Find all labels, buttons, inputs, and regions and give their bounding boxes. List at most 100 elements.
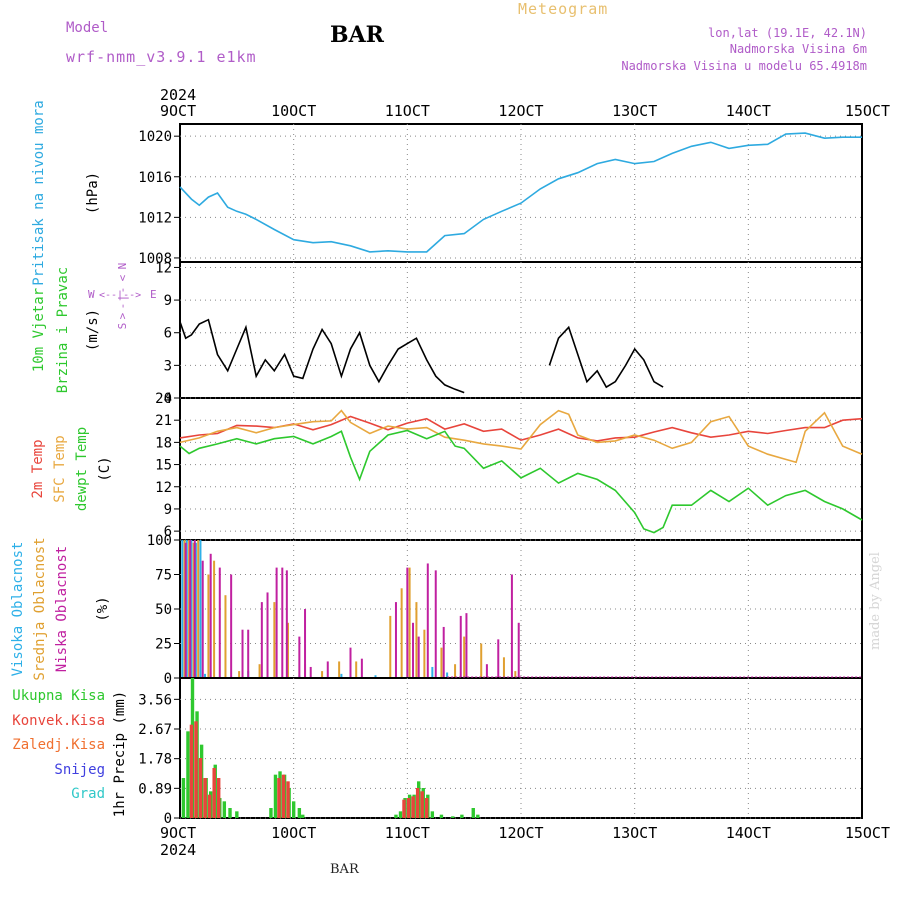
bar-cloud (408, 567, 411, 678)
bar-precipitation (297, 808, 302, 818)
time-label-top: 11OCT (385, 102, 430, 120)
bar-precipitation (198, 758, 203, 818)
bar-precipitation (273, 774, 278, 818)
compass-north: N (116, 263, 129, 270)
bar-cloud (201, 560, 204, 678)
y-tick-label: 24 (155, 391, 172, 407)
side-label-cloud: Visoka Oblacnost (10, 542, 26, 677)
bar-precipitation (471, 808, 475, 818)
location-coordinates: lon,lat (19.1E, 42.1N) (708, 26, 867, 40)
side-label-temperature: dewpt Temp (74, 427, 90, 511)
side-label-wind: Brzina i Pravac (55, 267, 71, 393)
y-tick-label: 75 (155, 568, 172, 584)
bar-precipitation (228, 808, 232, 818)
credit-text: made by Angel (868, 552, 883, 650)
bar-precipitation (207, 794, 212, 818)
bar-cloud (204, 673, 207, 678)
y-tick-label: 12 (155, 480, 172, 496)
model-elevation: Nadmorska Visina u modelu 65.4918m (621, 59, 867, 73)
series-line-temperature (179, 429, 863, 534)
bar-cloud (197, 540, 200, 678)
model-label: Model (66, 20, 109, 36)
y-tick-label: 0 (164, 811, 172, 827)
side-label-cloud: Niska Oblacnost (54, 546, 70, 672)
bar-cloud (258, 664, 261, 678)
precip-legend-1: Ukupna Kisa (12, 688, 105, 704)
bar-cloud (389, 615, 392, 678)
bar-cloud (194, 542, 197, 678)
bar-cloud (440, 647, 443, 678)
product-title: Meteogram (518, 0, 609, 18)
bar-cloud (400, 588, 403, 678)
y-tick-label: 3.56 (138, 692, 172, 708)
bar-cloud (304, 609, 307, 678)
bar-cloud (266, 592, 269, 678)
bar-cloud (480, 643, 483, 678)
bar-cloud (190, 540, 193, 678)
y-tick-label: 6 (164, 326, 172, 342)
bar-cloud (326, 661, 329, 678)
year-label-bottom: 2024 (160, 841, 196, 859)
bar-cloud (485, 664, 488, 678)
compass-south: S (116, 323, 129, 330)
bar-precipitation (189, 724, 194, 818)
bar-precipitation (277, 778, 281, 818)
time-label-bottom: 13OCT (612, 824, 657, 842)
bar-cloud (209, 553, 212, 678)
bar-precipitation (398, 811, 403, 818)
compass-arrow: > (116, 312, 129, 319)
bar-cloud (260, 602, 263, 678)
y-axis-label: (%) (95, 596, 111, 621)
bar-cloud (241, 629, 244, 678)
y-tick-label: 0 (164, 391, 172, 407)
bar-cloud (218, 567, 221, 678)
series-line-wind (179, 318, 465, 394)
bar-cloud (360, 658, 363, 678)
bar-precipitation (291, 801, 296, 818)
bar-precipitation (212, 768, 216, 818)
compass-arrow: - (116, 287, 129, 294)
bar-precipitation (269, 808, 273, 818)
footer-station: BAR (330, 862, 359, 877)
time-label-top: 14OCT (726, 102, 771, 120)
bar-cloud (286, 622, 289, 678)
bar-cloud (423, 629, 426, 678)
side-label-temperature: 2m Temp (30, 439, 46, 498)
y-tick-label: 1012 (138, 210, 172, 226)
bar-cloud (517, 622, 520, 678)
bar-cloud (230, 574, 233, 678)
bar-precipitation (411, 796, 415, 818)
bar-cloud (442, 626, 445, 678)
bar-precipitation (425, 798, 429, 818)
bar-cloud (426, 563, 429, 678)
y-tick-label: 18 (155, 435, 172, 451)
bar-cloud (394, 602, 397, 678)
bar-cloud (465, 613, 468, 678)
time-label-bottom: 11OCT (385, 824, 430, 842)
bar-cloud (431, 666, 434, 678)
bar-precipitation (430, 811, 435, 818)
bar-cloud (355, 661, 358, 678)
bar-cloud (463, 636, 466, 678)
bar-precipitation (186, 731, 190, 818)
bar-cloud (415, 602, 418, 678)
bar-cloud (285, 570, 288, 678)
bar-cloud (510, 574, 513, 678)
bar-cloud (273, 602, 276, 678)
bar-cloud (298, 636, 301, 678)
bar-precipitation (281, 774, 286, 818)
bar-precipitation (181, 778, 186, 818)
bar-cloud (275, 567, 278, 678)
bar-cloud (183, 540, 186, 678)
compass-arrow: < (116, 274, 129, 281)
bar-precipitation (194, 721, 198, 818)
y-tick-label: 50 (155, 602, 172, 618)
compass-arrow: - (116, 303, 129, 310)
bar-cloud (340, 673, 343, 678)
series-line-temperature (179, 409, 863, 464)
bar-cloud (417, 636, 420, 678)
year-label-top: 2024 (160, 86, 196, 104)
bar-cloud (349, 647, 352, 678)
